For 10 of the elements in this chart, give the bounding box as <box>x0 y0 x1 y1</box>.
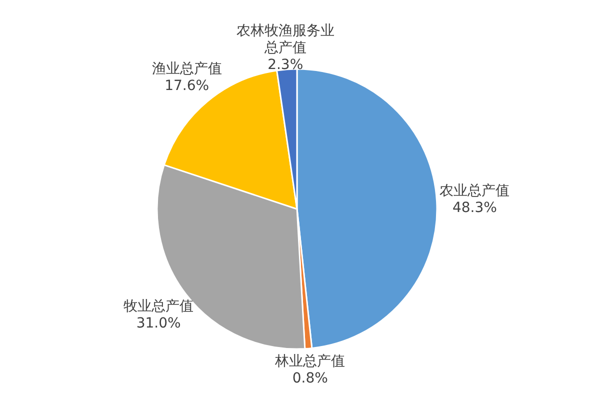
data-label: 31.0% <box>136 315 181 332</box>
data-label: 0.8% <box>292 370 328 386</box>
data-label: 2.3% <box>268 56 304 73</box>
slice-label: 渔业总产值 <box>152 60 222 77</box>
slice-label: 农林牧渔服务业总产值 <box>236 22 334 56</box>
slice-label: 林业总产值 <box>274 353 346 370</box>
slice-label: 牧业总产值 <box>124 298 194 314</box>
data-label: 17.6% <box>164 78 210 94</box>
slice-label: 农业总产值 <box>440 182 510 199</box>
data-label: 48.3% <box>452 200 497 216</box>
